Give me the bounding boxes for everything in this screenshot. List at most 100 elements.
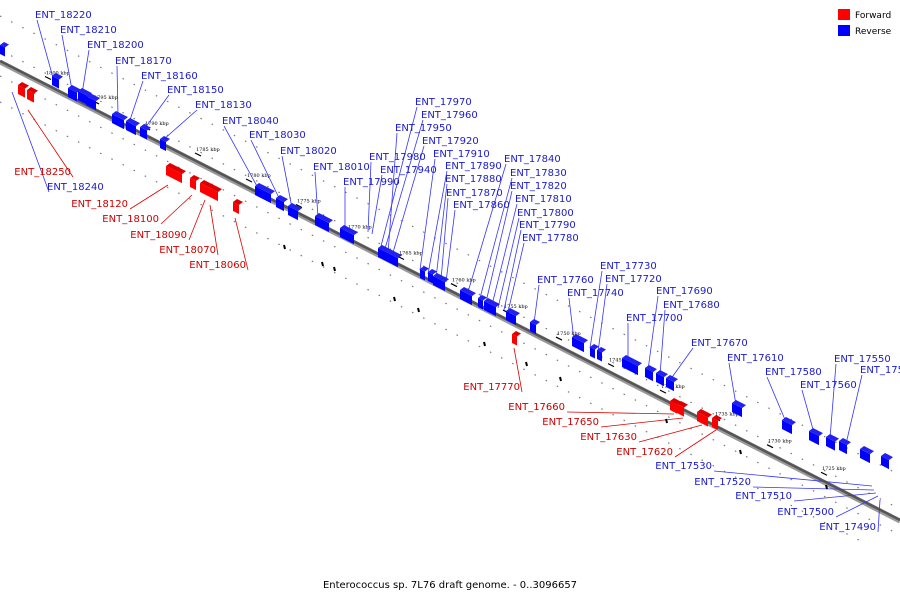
legend-reverse-swatch [838, 25, 850, 36]
scale-tick-label: 1780 kbp [247, 173, 271, 179]
legend-forward-label: Forward [855, 11, 891, 21]
gene-body [276, 198, 284, 212]
scale-ticks: 1800 kbp 1795 kbp 1790 kbp 1785 kbp 1780 kbp… [44, 70, 846, 476]
label-leader [597, 283, 608, 353]
scale-tick-mark [607, 363, 615, 368]
gene-top [200, 180, 222, 193]
gene-top [233, 199, 243, 206]
gene-label: ENT_17650 [542, 417, 599, 428]
legend-reverse-label: Reverse [855, 27, 892, 37]
label-leader [387, 132, 398, 255]
gene-label: ENT_17830 [510, 168, 567, 179]
gene-body [881, 456, 889, 470]
label-leader [391, 145, 425, 257]
gene-label: ENT_18160 [141, 71, 198, 82]
reverse-gene [68, 85, 81, 102]
lane-mark [739, 449, 742, 455]
label-leader [467, 163, 507, 293]
gene-label: ENT_18070 [159, 245, 216, 256]
scale-tick-mark [659, 389, 667, 394]
scale-tick-mark [44, 75, 52, 81]
gene-label: ENT_17730 [600, 261, 657, 272]
gene-top [255, 183, 275, 195]
gene-body [255, 186, 271, 204]
gene-label: ENT_17810 [515, 194, 572, 205]
label-leader [728, 362, 737, 406]
label-leader [144, 94, 170, 129]
reverse-gene [860, 446, 874, 464]
gene-label: ENT_17760 [537, 275, 594, 286]
lane-mark [665, 418, 668, 424]
gene-top [0, 42, 9, 48]
label-leader [435, 183, 448, 279]
reverse-gene [645, 365, 657, 382]
reverse-gene [52, 73, 63, 89]
forward-gene [697, 409, 712, 427]
gene-label: ENT_17580 [765, 367, 822, 378]
label-leader [589, 270, 603, 349]
gene-label: ENT_17820 [510, 181, 567, 192]
gene-label: ENT_17740 [567, 288, 624, 299]
gene-label: ENT_17790 [519, 220, 576, 231]
label-leader [440, 197, 449, 281]
reverse-gene [420, 266, 429, 281]
gene-body [68, 88, 77, 102]
scale-tick-label: 1795 kbp [94, 95, 118, 101]
gene-label: ENT_17800 [517, 208, 574, 219]
gene-body [622, 358, 638, 376]
gene-body [677, 404, 684, 417]
label-leader [533, 284, 540, 324]
scale-tick-mark [766, 444, 774, 449]
gene-label: ENT_17500 [777, 507, 834, 518]
label-leader [845, 374, 863, 445]
gene-label: ENT_17520 [694, 477, 751, 488]
gene-body [160, 139, 166, 152]
gene-body [597, 350, 602, 362]
reverse-gene [288, 203, 302, 221]
gene-label: ENT_17700 [626, 313, 683, 324]
gene-label: ENT_17490 [819, 522, 876, 533]
label-leader [479, 177, 513, 299]
gene-body [420, 269, 425, 281]
gene-top [27, 87, 38, 94]
gene-label: ENT_18100 [102, 214, 159, 225]
reverse-gene [126, 118, 140, 136]
gene-top [572, 334, 588, 344]
lane-mark [417, 307, 420, 313]
label-leader [600, 417, 684, 428]
label-leader [223, 125, 259, 189]
reverse-gene [732, 400, 746, 418]
gene-top [478, 295, 487, 301]
label-leader [491, 203, 518, 306]
gene-body [78, 91, 88, 106]
gene-label: ENT_17940 [380, 165, 437, 176]
gene-top [484, 298, 500, 308]
gene-label: ENT_17960 [421, 110, 478, 121]
gene-body [433, 276, 445, 292]
gene-body [18, 85, 25, 98]
gene-body [712, 418, 718, 431]
gene-top [276, 195, 288, 203]
lane-mark [559, 376, 562, 382]
gene-top [839, 438, 851, 446]
gene-body [0, 45, 5, 57]
gene-body [52, 76, 59, 89]
reverse-gene [433, 273, 449, 292]
gene-body [506, 311, 516, 326]
label-leaders [11, 19, 881, 533]
genome-backbone [0, 59, 900, 524]
gene-label: ENT_18250 [14, 167, 71, 178]
scale-tick-mark [820, 471, 828, 476]
gene-top [378, 245, 402, 259]
gene-top [52, 73, 63, 80]
reverse-gene [276, 195, 288, 212]
gene-label: ENT_17950 [395, 123, 452, 134]
reverse-gene [484, 298, 500, 317]
gene-top [315, 213, 333, 224]
forward-gene [670, 398, 681, 414]
label-leader [367, 161, 372, 233]
reverse-gene [140, 124, 151, 140]
gene-label: ENT_17860 [453, 200, 510, 211]
gene-label: ENT_18200 [87, 40, 144, 51]
gene-top [68, 85, 81, 93]
